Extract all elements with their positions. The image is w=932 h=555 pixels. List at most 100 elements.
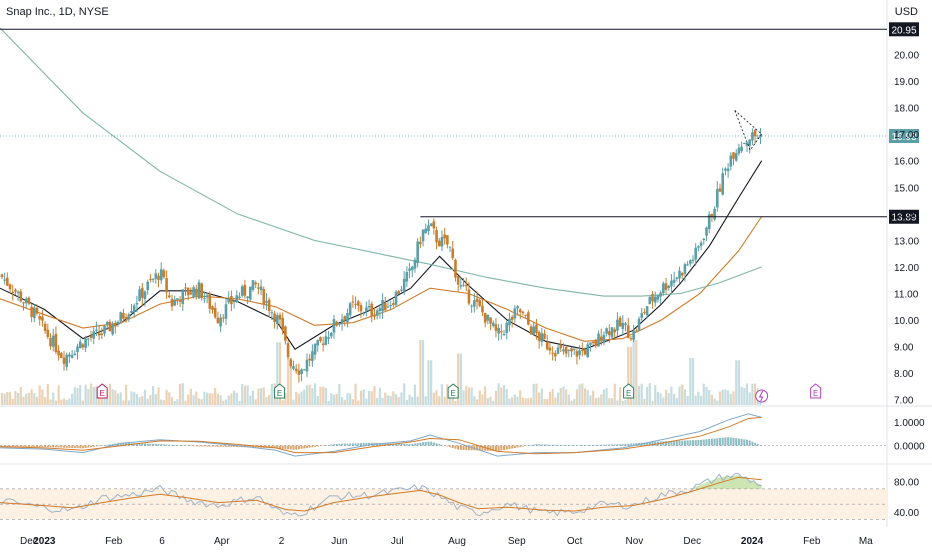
candle-body	[8, 284, 12, 290]
candle-body	[621, 322, 625, 329]
volume-bar	[637, 385, 641, 405]
volume-bar	[316, 395, 319, 405]
macd-histogram-bar	[440, 444, 443, 446]
candle-body	[141, 287, 144, 298]
macd-histogram-bar	[300, 445, 303, 449]
macd-histogram-bar	[249, 445, 252, 448]
volume-bar	[502, 385, 506, 405]
candle-body	[240, 286, 244, 296]
candle-body	[92, 331, 96, 339]
volume-bar	[689, 358, 692, 405]
candle-body	[354, 303, 357, 305]
volume-bar	[721, 389, 724, 405]
volume-bar	[149, 394, 152, 405]
candle-body	[165, 278, 168, 293]
rsi-pane	[0, 472, 887, 520]
candle-body	[729, 155, 733, 167]
volume-bar	[308, 384, 311, 405]
candle-body	[478, 300, 482, 307]
volume-bar	[154, 394, 157, 405]
candle-body	[483, 312, 487, 323]
candle-body	[562, 349, 565, 352]
candle-body	[664, 283, 668, 290]
earnings-icon	[447, 383, 459, 399]
candle-body	[176, 298, 179, 300]
candle-body	[599, 336, 603, 342]
macd-histogram-bar	[708, 439, 711, 446]
macd-histogram-bar	[46, 445, 49, 448]
volume-bar	[605, 388, 608, 405]
macd-histogram-bar	[562, 445, 565, 446]
candle-body	[389, 304, 392, 306]
candle-body	[551, 352, 554, 354]
candle-body	[22, 302, 25, 304]
volume-bar	[691, 358, 695, 405]
macd-histogram-bar	[354, 443, 357, 446]
volume-bar	[311, 388, 314, 405]
candle-body	[618, 317, 622, 327]
volume-bar	[349, 393, 352, 405]
candle-body	[305, 359, 309, 372]
earnings-icon	[96, 383, 108, 399]
macd-histogram-bar	[705, 439, 708, 446]
candle-body	[432, 221, 436, 229]
macd-histogram-bar	[44, 445, 47, 448]
candle-body	[232, 301, 236, 303]
candle-body	[524, 314, 527, 316]
volume-bar	[100, 393, 103, 405]
candle-body	[413, 259, 417, 269]
candle-body	[332, 319, 336, 333]
macd-tick-label: 1.0000	[894, 418, 925, 429]
volume-bar	[629, 346, 633, 405]
time-tick-label: 2023	[33, 536, 56, 547]
price-tick-label: 15.00	[894, 183, 919, 194]
macd-histogram-bar	[737, 438, 740, 446]
candle-body	[632, 330, 635, 340]
volume-bar	[135, 394, 139, 405]
volume-bar	[592, 390, 595, 405]
macd-histogram-bar	[284, 445, 287, 450]
candle-body	[81, 344, 85, 348]
macd-histogram-bar	[119, 442, 122, 446]
annotation-layer: 20.95 13.89 16.93 E E E E E	[0, 22, 919, 403]
volume-bar	[716, 400, 719, 405]
candle-body	[645, 306, 649, 316]
candle-body	[197, 282, 201, 299]
macd-histogram-bar	[613, 444, 616, 446]
candle-body	[292, 366, 295, 369]
candle-body	[513, 308, 517, 319]
macd-histogram-bar	[538, 444, 541, 446]
volume-bar	[300, 391, 303, 405]
candle-body	[467, 289, 471, 304]
candle-body	[753, 130, 757, 137]
macd-histogram-bar	[397, 443, 400, 446]
candle-body	[62, 357, 66, 364]
rsi-ma-line	[0, 476, 762, 512]
macd-histogram-bar	[160, 444, 163, 446]
macd-histogram-bar	[667, 441, 670, 446]
volume-bar	[586, 390, 589, 405]
volume-bar	[646, 386, 649, 405]
macd-histogram-bar	[162, 444, 165, 446]
volume-bar	[519, 390, 522, 405]
price-tick-label: 11.00	[894, 289, 919, 300]
macd-histogram-bar	[184, 445, 187, 447]
candle-body	[3, 279, 6, 281]
candle-body	[678, 270, 681, 279]
macd-histogram-bar	[597, 444, 600, 446]
macd-histogram-bar	[295, 445, 298, 450]
volume-bar	[419, 340, 422, 405]
price-tick-label: 8.00	[894, 369, 914, 380]
macd-histogram-bar	[530, 445, 533, 446]
macd-histogram-bar	[449, 445, 452, 448]
macd-histogram-bar	[14, 445, 17, 447]
candle-body	[278, 314, 282, 320]
macd-pane	[0, 413, 887, 457]
candle-body	[319, 337, 322, 342]
volume-bar	[440, 384, 444, 405]
candle-body	[359, 305, 363, 312]
macd-histogram-bar	[330, 444, 333, 446]
volume-bar	[214, 387, 217, 405]
